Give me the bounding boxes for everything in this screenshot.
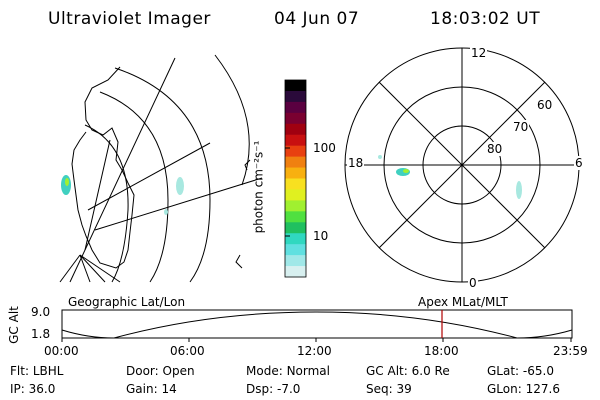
param-glat: GLat: -65.0 xyxy=(487,364,554,378)
param-seq: Seq: 39 xyxy=(366,382,412,396)
time-tick-label: 12:00 xyxy=(297,344,332,358)
latitude-arc-outer xyxy=(114,67,211,283)
param-key: GLon: xyxy=(487,382,522,396)
longitude-line xyxy=(79,254,121,283)
param-key: Mode: xyxy=(246,364,283,378)
longitude-line xyxy=(79,254,91,283)
longitude-line xyxy=(94,177,263,231)
param-value: Normal xyxy=(286,364,330,378)
earth-limb-arc xyxy=(214,54,250,186)
colorbar-segment xyxy=(285,123,306,136)
lat-label-70: 70 xyxy=(512,120,530,134)
param-value: 127.6 xyxy=(525,382,560,396)
colorbar-tick-label: 10 xyxy=(313,229,329,243)
colorbar-segment xyxy=(285,189,306,201)
param-gain: Gain: 14 xyxy=(126,382,177,396)
lat-label-60: 60 xyxy=(536,98,554,112)
observation-time: 18:03:02 UT xyxy=(430,9,541,29)
colorbar-segment xyxy=(285,101,306,114)
param-key: Gain: xyxy=(126,382,158,396)
colorbar-segment xyxy=(285,222,306,234)
longitude-line xyxy=(79,254,106,283)
instrument-title: Ultraviolet Imager xyxy=(48,9,211,29)
mlt-line xyxy=(378,81,546,249)
colorbar-segment xyxy=(285,90,306,103)
lat-label-80: 80 xyxy=(486,142,504,156)
param-dsp: Dsp: -7.0 xyxy=(246,382,300,396)
param-key: GC Alt: xyxy=(366,364,408,378)
param-value: 14 xyxy=(161,382,177,396)
aurora-emission xyxy=(378,155,382,159)
aurora-emission xyxy=(176,177,184,195)
param-value: 6.0 Re xyxy=(411,364,450,378)
latitude-arc-mid xyxy=(99,91,169,283)
param-gc-alt: GC Alt: 6.0 Re xyxy=(366,364,450,378)
time-tick-label: 06:00 xyxy=(170,344,205,358)
time-tick-label: 23:59 xyxy=(553,344,588,358)
altitude-tick-label: 9.0 xyxy=(31,305,51,319)
altitude-curve xyxy=(61,311,573,339)
longitude-line xyxy=(59,254,81,283)
param-value: 36.0 xyxy=(28,382,56,396)
aurora-emission xyxy=(516,181,522,199)
aurora-emission xyxy=(403,169,409,173)
colorbar-segment xyxy=(285,80,306,92)
param-value: -65.0 xyxy=(522,364,554,378)
colorbar-segment xyxy=(285,145,306,158)
param-glon: GLon: 127.6 xyxy=(487,382,560,396)
time-tick-label: 00:00 xyxy=(44,344,79,358)
param-key: GLat: xyxy=(487,364,520,378)
colorbar-segment xyxy=(285,156,306,169)
longitude-line xyxy=(87,142,211,211)
geographic-label: Geographic Lat/Lon xyxy=(68,295,186,309)
colorbar-segment xyxy=(285,255,306,267)
param-door: Door: Open xyxy=(126,364,195,378)
param-value: Open xyxy=(162,364,195,378)
param-ip: IP: 36.0 xyxy=(10,382,55,396)
mlt-label-0: 0 xyxy=(468,276,478,290)
longitude-line xyxy=(84,139,111,251)
colorbar-segment xyxy=(285,200,306,212)
param-value: LBHL xyxy=(32,364,64,378)
param-mode: Mode: Normal xyxy=(246,364,330,378)
colorbar-segment xyxy=(285,134,306,147)
colorbar-segment xyxy=(285,266,306,278)
param-key: Dsp: xyxy=(246,382,274,396)
colorbar-tick-label: 100 xyxy=(313,141,336,155)
param-key: IP: xyxy=(10,382,25,396)
coastline xyxy=(71,66,135,269)
altitude-tick-label: 1.8 xyxy=(31,327,51,341)
mlt-label-12: 12 xyxy=(470,46,488,60)
apex-label: Apex MLat/MLT xyxy=(418,295,508,309)
param-value: -7.0 xyxy=(276,382,301,396)
mlt-label-6: 6 xyxy=(574,156,584,170)
colorbar-segment xyxy=(285,244,306,256)
time-tick-label: 18:00 xyxy=(424,344,459,358)
param-key: Door: xyxy=(126,364,159,378)
mlt-label-18: 18 xyxy=(347,156,365,170)
aurora-emission xyxy=(164,209,168,215)
param-key: Flt: xyxy=(10,364,29,378)
param-key: Seq: xyxy=(366,382,393,396)
aurora-emission xyxy=(65,178,69,186)
colorbar-segment xyxy=(285,211,306,223)
param-value: 39 xyxy=(396,382,412,396)
param-filter: Flt: LBHL xyxy=(10,364,63,378)
coastline xyxy=(235,254,243,269)
colorbar-segment xyxy=(285,112,306,125)
colorbar-segment xyxy=(285,178,306,190)
observation-date: 04 Jun 07 xyxy=(274,9,360,29)
latitude-arc-inner xyxy=(84,124,129,283)
colorbar-segment xyxy=(285,167,306,179)
coastline xyxy=(244,159,251,171)
colorbar-segment xyxy=(285,233,306,245)
